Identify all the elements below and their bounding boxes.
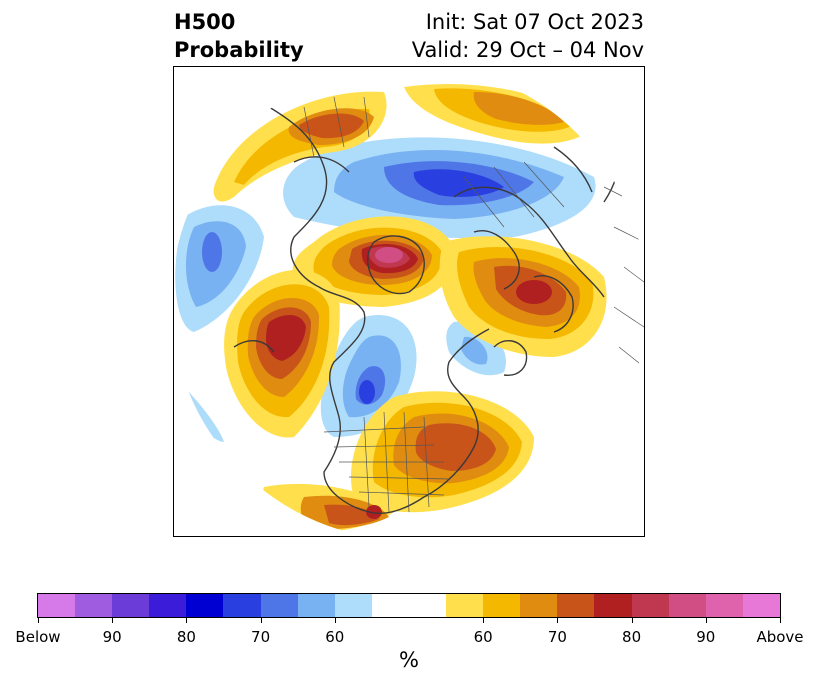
title-variable: H500 bbox=[174, 10, 236, 34]
date-block: Init: Sat 07 Oct 2023 Valid: 29 Oct – 04… bbox=[412, 8, 644, 64]
anomaly-high-pacific bbox=[224, 269, 340, 438]
colorbar-tick-label: Below bbox=[15, 628, 61, 646]
colorbar-segment bbox=[149, 594, 187, 617]
colorbar-segment bbox=[631, 594, 669, 617]
colorbar-segment bbox=[297, 594, 335, 617]
title-quantity: Probability bbox=[174, 38, 304, 62]
colorbar-tick-label: 70 bbox=[251, 628, 271, 646]
colorbar-segment bbox=[334, 594, 372, 617]
colorbar-segment bbox=[520, 594, 558, 617]
colorbar-tick-label: 60 bbox=[473, 628, 493, 646]
colorbar-tick-label: 80 bbox=[622, 628, 642, 646]
colorbar-segment bbox=[112, 594, 150, 617]
colorbar bbox=[37, 593, 781, 618]
colorbar-segment bbox=[668, 594, 706, 617]
coastlines bbox=[233, 96, 621, 514]
colorbar-tickmark bbox=[38, 618, 39, 623]
colorbar-tickmark bbox=[334, 618, 336, 623]
colorbar-tickmark bbox=[483, 618, 485, 623]
map-graphic bbox=[175, 83, 644, 534]
colorbar-tickmark bbox=[112, 618, 114, 623]
anomaly-low-siberia bbox=[283, 137, 596, 239]
anomaly-high-north bbox=[213, 83, 594, 202]
probability-map bbox=[173, 66, 645, 537]
colorbar-tick-label: 70 bbox=[547, 628, 567, 646]
anomaly-high-europe bbox=[439, 236, 607, 357]
colorbar-segment bbox=[446, 594, 484, 617]
colorbar-segment bbox=[594, 594, 632, 617]
valid-range: Valid: 29 Oct – 04 Nov bbox=[411, 38, 644, 62]
anomaly-low-pacific bbox=[175, 205, 264, 332]
anomaly-high-greenland bbox=[292, 216, 455, 307]
colorbar-tick-label: 60 bbox=[325, 628, 345, 646]
colorbar-segment bbox=[186, 594, 224, 617]
colorbar-tickmark bbox=[557, 618, 559, 623]
colorbar-tick-label: 90 bbox=[102, 628, 122, 646]
colorbar-tick-label: 90 bbox=[696, 628, 716, 646]
colorbar-tickmark bbox=[186, 618, 188, 623]
colorbar-segment bbox=[371, 594, 447, 617]
colorbar-segment bbox=[38, 594, 76, 617]
colorbar-tickmark bbox=[631, 618, 633, 623]
init-date: Init: Sat 07 Oct 2023 bbox=[425, 10, 644, 34]
colorbar-segment bbox=[557, 594, 595, 617]
colorbar-tickmark bbox=[705, 618, 707, 623]
title-block: H500 Probability bbox=[174, 8, 304, 64]
colorbar-tick-label: Above bbox=[756, 628, 804, 646]
anomaly-high-east-na bbox=[262, 391, 534, 534]
colorbar-unit-label: % bbox=[399, 648, 419, 672]
colorbar-segment bbox=[705, 594, 743, 617]
colorbar-segment bbox=[742, 594, 780, 617]
colorbar-tickmark bbox=[260, 618, 262, 623]
colorbar-segment bbox=[75, 594, 113, 617]
colorbar-tickmark bbox=[780, 618, 781, 623]
colorbar-segment bbox=[223, 594, 261, 617]
colorbar-segment bbox=[483, 594, 521, 617]
colorbar-segment bbox=[260, 594, 298, 617]
colorbar-tick-label: 80 bbox=[176, 628, 196, 646]
